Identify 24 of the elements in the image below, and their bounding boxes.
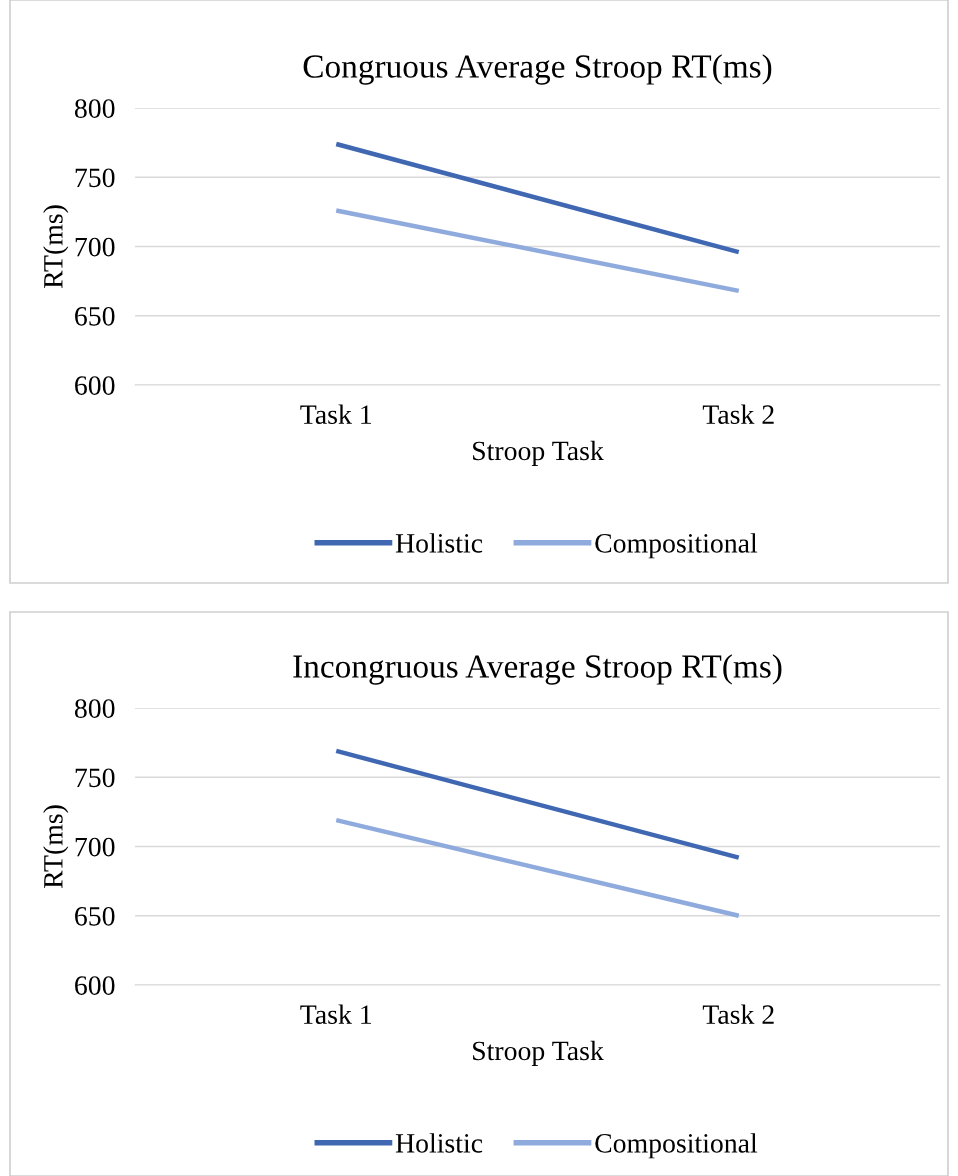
y-axis-title: RT(ms) (43, 205, 69, 289)
x-tick-label: Task 1 (300, 404, 372, 424)
y-tick-label: 650 (75, 306, 115, 326)
y-tick-label: 600 (75, 376, 115, 395)
legend-label: Compositional (595, 1133, 758, 1159)
legend-label: Holistic (395, 533, 483, 553)
legend-label: Compositional (595, 533, 758, 559)
legend-label: Holistic (395, 1133, 483, 1153)
x-axis-title: Stroop Task (473, 440, 604, 466)
x-tick-label: Task 2 (702, 1004, 774, 1024)
y-tick-label: 800 (74, 699, 115, 718)
y-tick-label: 700 (75, 837, 115, 857)
y-tick-label: 700 (75, 237, 115, 257)
y-axis-title: RT(ms) (43, 805, 69, 889)
chart-title: Incongruous Average Stroop RT(ms) (293, 654, 782, 685)
y-tick-label: 750 (75, 768, 115, 788)
y-tick-label: 800 (74, 99, 115, 118)
y-tick-label: 600 (75, 976, 115, 995)
x-tick-label: Task 2 (702, 404, 774, 424)
y-tick-label: 750 (75, 168, 115, 188)
x-axis-title: Stroop Task (473, 1040, 604, 1066)
x-tick-label: Task 1 (300, 1004, 372, 1024)
chart-title: Congruous Average Stroop RT(ms) (303, 54, 772, 85)
y-tick-label: 650 (75, 906, 115, 926)
